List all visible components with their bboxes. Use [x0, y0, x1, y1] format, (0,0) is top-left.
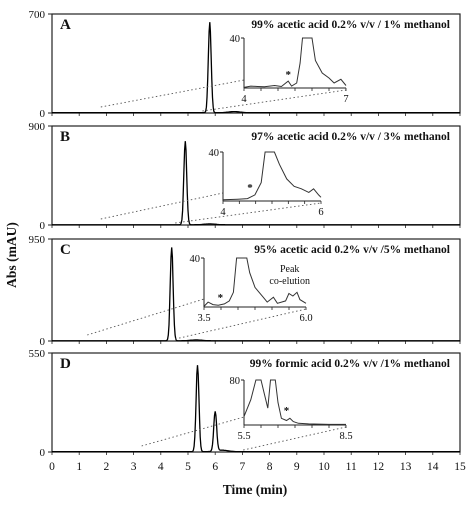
zoom-inset: 40 4 7 * [100, 34, 349, 112]
x-tick-label: 0 [49, 461, 55, 473]
zoom-guide-line [87, 298, 205, 336]
panel-condition: 99% acetic acid 0.2% v/v / 1% methanol [251, 19, 450, 31]
x-tick-label: 15 [454, 461, 466, 473]
x-tick-label: 12 [373, 461, 385, 473]
zoom-guide-line [100, 79, 245, 108]
impurity-marker: * [285, 69, 291, 81]
inset-trace [243, 37, 347, 88]
zoom-inset: 40 4 6 * [100, 148, 324, 224]
chromatogram-trace [52, 365, 460, 453]
x-tick-label: 7 [240, 461, 246, 473]
chromatogram-trace [52, 247, 460, 342]
panel-condition: 95% acetic acid 0.2% v/v /5% methanol [254, 244, 450, 256]
x-tick-label: 9 [294, 461, 300, 473]
inset-y-tick-label: 40 [209, 148, 220, 159]
panel-d: 0 550 D 99% formic acid 0.2% v/v /1% methan… [29, 348, 461, 459]
inset-y-tick-label: 80 [230, 376, 241, 387]
x-tick-label: 1 [76, 461, 82, 473]
inset-trace [222, 151, 322, 201]
y-tick-label: 0 [40, 108, 46, 120]
panel-letter: B [60, 129, 70, 145]
zoom-guide-line [175, 202, 322, 224]
zoom-guide-line [100, 192, 224, 220]
zoom-inset: 40 3.5 6.0 * Peak co-elution [87, 254, 313, 340]
chromatogram-trace [52, 22, 460, 114]
panel-a: 0 700 A 99% acetic acid 0.2% v/v / 1% metha… [29, 9, 461, 120]
inset-x-tick-label: 3.5 [197, 313, 210, 324]
impurity-marker: * [247, 182, 253, 194]
x-tick-label: 2 [104, 461, 110, 473]
inset-x-tick-label: 7 [343, 94, 348, 105]
panel-letter: A [60, 17, 71, 33]
x-tick-label: 8 [267, 461, 273, 473]
panel-b: 0 900 B 97% acetic acid 0.2% v/v / 3% metha… [29, 121, 461, 232]
zoom-guide-line [243, 426, 347, 451]
x-tick-label: 14 [427, 461, 439, 473]
y-tick-label: 0 [40, 336, 46, 348]
x-tick-label: 4 [158, 461, 164, 473]
inset-x-tick-label: 4 [241, 94, 247, 105]
panel-c: 0 950 C 95% acetic acid 0.2% v/v /5% methan… [29, 234, 461, 348]
y-tick-label: 700 [29, 9, 46, 21]
zoom-inset: 80 5.5 8.5 * [141, 376, 353, 451]
zoom-guide-line [202, 89, 347, 112]
x-tick-label: 6 [212, 461, 218, 473]
x-tick-label: 5 [185, 461, 191, 473]
y-tick-label: 950 [29, 234, 46, 246]
x-tick-label: 13 [400, 461, 412, 473]
inset-note: Peak co-elution [269, 264, 310, 287]
inset-trace [243, 379, 346, 425]
panel-condition: 99% formic acid 0.2% v/v /1% methanol [250, 358, 450, 370]
zoom-guide-line [141, 416, 245, 447]
inset-x-tick-label: 5.5 [237, 431, 250, 442]
inset-x-tick-label: 6 [318, 207, 323, 218]
x-axis-label: Time (min) [223, 482, 288, 497]
y-tick-label: 550 [29, 348, 46, 360]
impurity-marker: * [218, 292, 224, 304]
x-tick-label: 3 [131, 461, 137, 473]
impurity-marker: * [284, 405, 290, 417]
panel-condition: 97% acetic acid 0.2% v/v / 3% methanol [251, 131, 450, 143]
x-tick-label: 10 [318, 461, 330, 473]
y-tick-label: 0 [40, 447, 46, 459]
y-axis-label: Abs (mAU) [4, 222, 19, 288]
inset-x-tick-label: 6.0 [299, 313, 312, 324]
shared-x-axis: 0 1 2 3 4 5 6 7 8 9 10 11 12 13 14 15 [49, 461, 466, 473]
x-tick-label: 11 [346, 461, 357, 473]
y-tick-label: 0 [40, 220, 46, 232]
y-tick-label: 900 [29, 121, 46, 133]
panel-letter: D [60, 356, 71, 372]
inset-trace [203, 257, 307, 307]
inset-y-tick-label: 40 [190, 254, 201, 265]
zoom-guide-line [175, 308, 307, 340]
chromatogram-trace [52, 141, 460, 226]
inset-x-tick-label: 8.5 [339, 431, 352, 442]
inset-x-tick-label: 4 [220, 207, 226, 218]
inset-y-tick-label: 40 [230, 34, 241, 45]
panel-letter: C [60, 242, 71, 258]
